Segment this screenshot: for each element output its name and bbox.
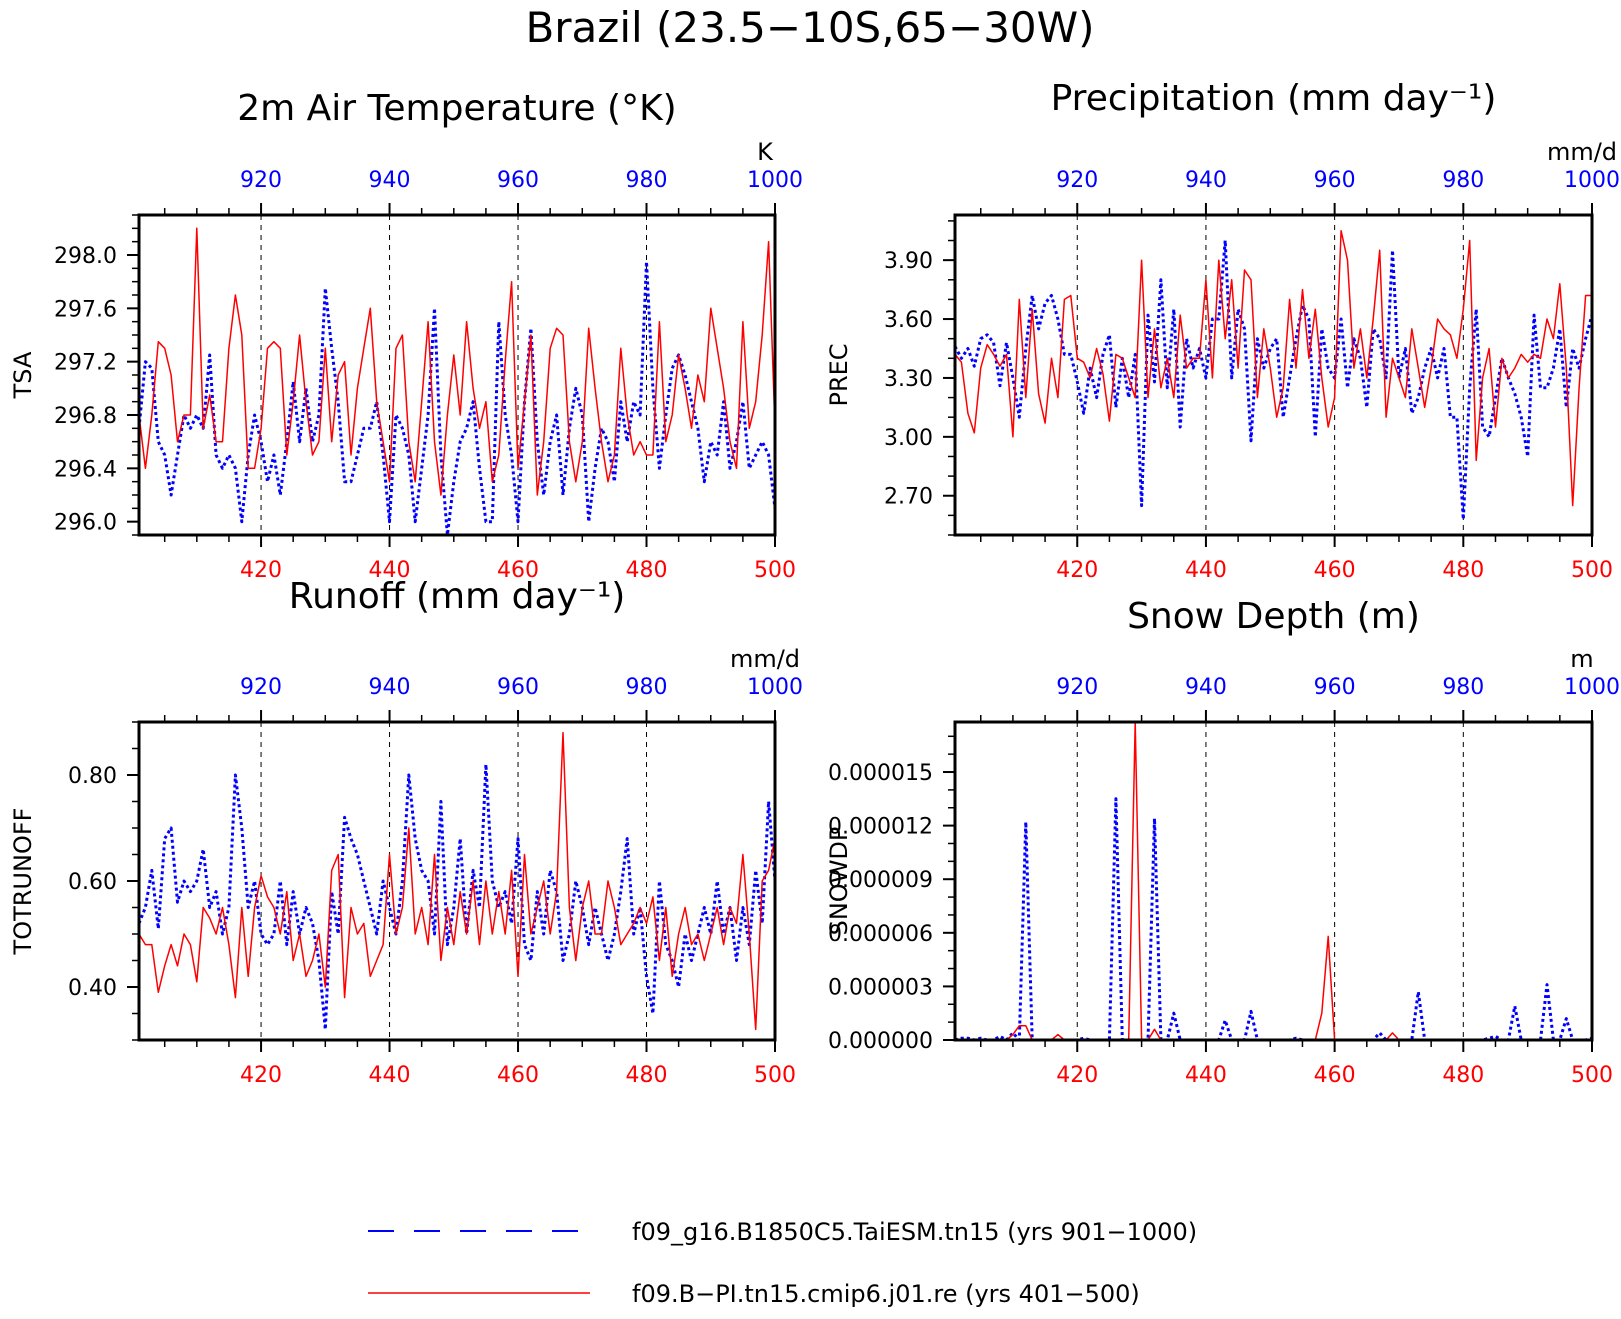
y-tick-label: 296.8 — [54, 404, 117, 429]
y-tick-label: 296.4 — [54, 457, 117, 482]
y-tick-label: 0.000015 — [828, 761, 933, 786]
y-tick-label: 0.000006 — [828, 922, 933, 947]
series-red-line — [139, 731, 775, 1031]
x-bottom-tick-label: 480 — [626, 558, 668, 583]
x-top-tick-label: 960 — [497, 675, 539, 700]
x-bottom-tick-label: 420 — [240, 1063, 282, 1088]
y-axis-label: PREC — [825, 343, 853, 406]
y-tick-label: 297.6 — [54, 297, 117, 322]
y-tick-label: 0.40 — [68, 976, 117, 1001]
x-top-tick-label: 980 — [1442, 168, 1484, 193]
x-top-tick-label: 940 — [369, 675, 411, 700]
y-tick-label: 0.60 — [68, 870, 117, 895]
series-blue-line — [139, 260, 775, 535]
legend: f09_g16.B1850C5.TaiESM.tn15 (yrs 901−100… — [368, 1218, 1197, 1308]
x-top-tick-label: 920 — [240, 675, 282, 700]
units-label: mm/d — [1547, 138, 1617, 166]
y-axis-label: SNOWDP — [825, 827, 853, 936]
x-top-tick-label: 920 — [1056, 168, 1098, 193]
plot-frame — [953, 720, 1594, 1042]
x-top-tick-label: 1000 — [747, 675, 803, 700]
y-tick-label: 0.000012 — [828, 815, 933, 840]
x-bottom-tick-label: 420 — [1056, 558, 1098, 583]
y-tick-label: 3.30 — [884, 367, 933, 392]
x-bottom-tick-label: 480 — [626, 1063, 668, 1088]
panel-runoff: Runoff (mm day⁻¹) TOTRUNOFF mm/d 0.40 0.60 0.… — [9, 576, 803, 1088]
x-top-tick-label: 980 — [1442, 675, 1484, 700]
x-top-tick-label: 960 — [1314, 168, 1356, 193]
x-bottom-tick-label: 440 — [369, 1063, 411, 1088]
y-tick-label: 296.0 — [54, 511, 117, 536]
y-tick-label: 2.70 — [884, 485, 933, 510]
panel-air-temperature: 2m Air Temperature (°K) TSA K 296.0 296.4 296… — [9, 88, 803, 583]
series-red-line — [955, 722, 1592, 1040]
x-bottom-tick-label: 480 — [1442, 558, 1484, 583]
x-top-tick-label: 960 — [497, 168, 539, 193]
series-blue-line — [955, 797, 1592, 1040]
y-tick-label: 0.000003 — [828, 975, 933, 1000]
units-label: m — [1570, 645, 1593, 673]
x-bottom-tick-label: 460 — [497, 558, 539, 583]
panel-title: 2m Air Temperature (°K) — [237, 88, 676, 129]
x-bottom-tick-label: 460 — [497, 1063, 539, 1088]
plot-frame — [137, 720, 777, 1042]
plot-frame — [953, 213, 1594, 537]
x-bottom-tick-label: 500 — [754, 1063, 796, 1088]
x-bottom-tick-label: 440 — [1185, 558, 1227, 583]
y-tick-label: 3.60 — [884, 308, 933, 333]
y-axis-label: TOTRUNOFF — [9, 808, 37, 956]
units-label: K — [757, 138, 774, 166]
series-blue-line — [955, 239, 1592, 521]
x-top-tick-label: 1000 — [747, 168, 803, 193]
x-top-tick-label: 980 — [626, 675, 668, 700]
y-axis-label: TSA — [9, 351, 37, 399]
x-bottom-tick-label: 500 — [754, 558, 796, 583]
x-top-tick-label: 940 — [1185, 675, 1227, 700]
x-bottom-tick-label: 460 — [1314, 558, 1356, 583]
x-top-tick-label: 1000 — [1564, 168, 1620, 193]
x-bottom-tick-label: 480 — [1442, 1063, 1484, 1088]
x-top-tick-label: 940 — [369, 168, 411, 193]
y-tick-label: 298.0 — [54, 244, 117, 269]
series-blue-line — [139, 762, 775, 1031]
x-bottom-tick-label: 500 — [1571, 558, 1613, 583]
x-top-tick-label: 1000 — [1564, 675, 1620, 700]
x-top-tick-label: 980 — [626, 168, 668, 193]
x-top-tick-label: 920 — [1056, 675, 1098, 700]
y-tick-label: 3.00 — [884, 426, 933, 451]
panel-title: Snow Depth (m) — [1127, 596, 1420, 637]
x-bottom-tick-label: 500 — [1571, 1063, 1613, 1088]
x-top-tick-label: 920 — [240, 168, 282, 193]
panel-precipitation: Precipitation (mm day⁻¹) PREC mm/d 2.70 3.00… — [825, 78, 1620, 583]
panel-title: Precipitation (mm day⁻¹) — [1051, 78, 1497, 119]
x-bottom-tick-label: 440 — [1185, 1063, 1227, 1088]
y-tick-label: 0.000000 — [828, 1029, 933, 1054]
x-bottom-tick-label: 420 — [1056, 1063, 1098, 1088]
units-label: mm/d — [730, 645, 800, 673]
x-top-tick-label: 940 — [1185, 168, 1227, 193]
x-bottom-tick-label: 440 — [369, 558, 411, 583]
x-bottom-tick-label: 420 — [240, 558, 282, 583]
plot-frame — [137, 213, 777, 537]
legend-label-blue: f09_g16.B1850C5.TaiESM.tn15 (yrs 901−100… — [632, 1218, 1197, 1246]
series-red-line — [139, 227, 775, 496]
x-top-tick-label: 960 — [1314, 675, 1356, 700]
series-red-line — [955, 229, 1592, 507]
figure-title: Brazil (23.5−10S,65−30W) — [525, 3, 1094, 52]
y-tick-label: 3.90 — [884, 249, 933, 274]
panel-snow-depth: Snow Depth (m) SNOWDP m 0.000000 0.000003 0.0… — [825, 596, 1620, 1088]
x-bottom-tick-label: 460 — [1314, 1063, 1356, 1088]
panel-title: Runoff (mm day⁻¹) — [289, 576, 626, 617]
y-tick-label: 0.000009 — [828, 868, 933, 893]
y-tick-label: 297.2 — [54, 351, 117, 376]
legend-label-red: f09.B−PI.tn15.cmip6.j01.re (yrs 401−500) — [632, 1280, 1140, 1308]
y-tick-label: 0.80 — [68, 764, 117, 789]
